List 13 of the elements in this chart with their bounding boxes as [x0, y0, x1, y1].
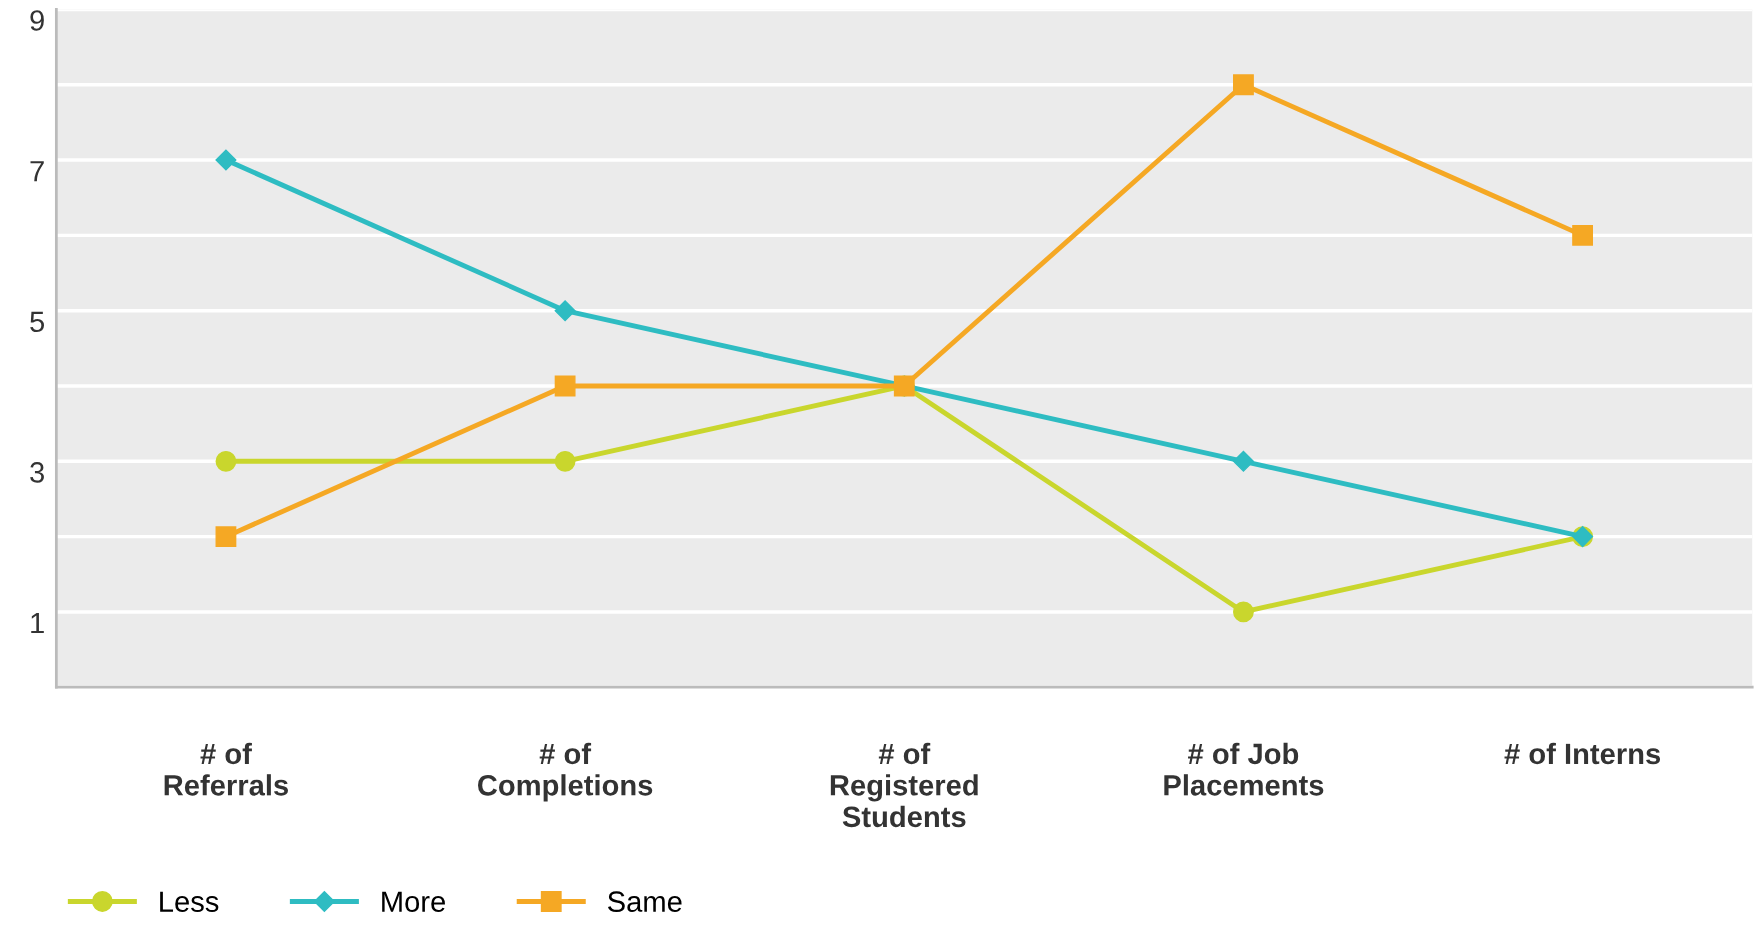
x-tick-label: # of Interns [1504, 742, 1661, 765]
y-tick-label: 3 [30, 462, 44, 483]
x-tick-label: # of Registered Students [830, 742, 978, 828]
x-tick-label: # of Completions [478, 742, 653, 802]
legend-label: More [382, 891, 445, 912]
legend-label: Less [160, 891, 219, 912]
y-tick-label: 9 [30, 10, 44, 31]
y-tick-label: 1 [31, 612, 44, 634]
x-tick-label: # of Job Placements [1164, 742, 1324, 796]
y-tick-label: 7 [30, 161, 44, 182]
y-tick-label: 5 [30, 311, 45, 333]
legend-label: Same [607, 891, 682, 912]
x-tick-label: # of Referrals [164, 742, 288, 796]
